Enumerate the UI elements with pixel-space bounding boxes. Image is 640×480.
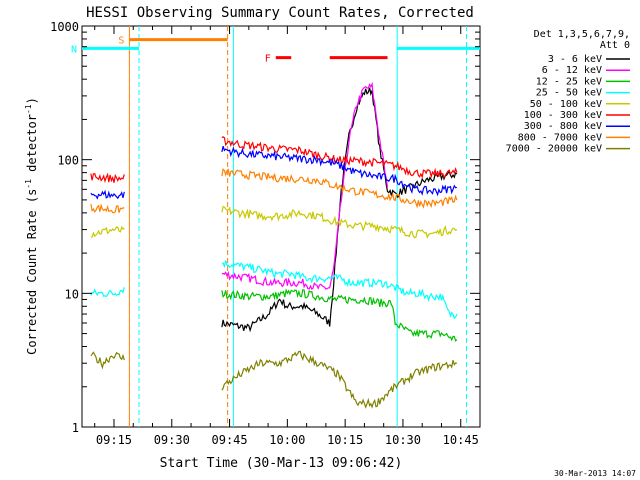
- series-line-1: [221, 81, 389, 291]
- legend-entry-0: 3 - 6 keV: [548, 54, 602, 65]
- series-line-7: [90, 168, 458, 214]
- flag-label-3: F: [265, 54, 271, 65]
- y-tick-label-3: 1000: [50, 20, 79, 34]
- y-label-mid: detector: [25, 114, 39, 179]
- series-line-2: [221, 288, 458, 342]
- series-line-5: [90, 136, 458, 184]
- plot-frame: [81, 25, 481, 428]
- flag-vertical-lines: [128, 26, 468, 427]
- legend-entry-3: 25 - 50 keV: [536, 88, 602, 99]
- flag-label-1: N: [71, 44, 77, 55]
- legend-entry-8: 7000 - 20000 keV: [506, 144, 602, 155]
- legend-header-0: Det 1,3,5,6,7,9,: [534, 29, 630, 40]
- legend-entry-5: 100 - 300 keV: [524, 110, 602, 121]
- y-label-main: Corrected Count Rate (s: [25, 189, 39, 355]
- flag-bars: S N F: [71, 36, 480, 65]
- y-label-sup2: -1: [24, 104, 33, 114]
- x-tick-label-6: 10:45: [443, 433, 479, 447]
- chart-title: HESSI Observing Summary Count Rates, Cor…: [86, 5, 474, 21]
- timestamp: 30-Mar-2013 14:07: [554, 469, 636, 478]
- x-tick-label-1: 09:30: [154, 433, 190, 447]
- legend-header-1: Att 0: [600, 40, 630, 51]
- x-tick-label-0: 09:15: [96, 433, 132, 447]
- y-tick-label-0: 1: [72, 421, 79, 435]
- flag-label-0: S: [118, 36, 124, 47]
- series-line-3: [90, 260, 458, 320]
- y-axis-label: Corrected Count Rate (s-1 detector-1): [24, 97, 39, 355]
- y-tick-label-2: 100: [57, 154, 79, 168]
- x-tick-label-5: 10:30: [385, 433, 421, 447]
- legend-entry-2: 12 - 25 keV: [536, 76, 602, 87]
- legend-entry-7: 800 - 7000 keV: [518, 132, 602, 143]
- x-tick-label-2: 09:45: [212, 433, 248, 447]
- y-label-sup1: -1: [24, 179, 33, 189]
- series-line-6: [90, 145, 458, 200]
- series-line-8: [90, 350, 457, 409]
- plot-area: S N F: [71, 25, 481, 428]
- y-label-end: ): [25, 97, 39, 104]
- legend-entry-4: 50 - 100 keV: [530, 99, 602, 110]
- x-tick-label-4: 10:15: [327, 433, 363, 447]
- y-axis: 1 10 100 1000: [50, 20, 480, 435]
- x-axis-label: Start Time (30-Mar-13 09:06:42): [160, 456, 403, 471]
- series-line-4: [90, 205, 458, 239]
- x-tick-label-3: 10:00: [269, 433, 305, 447]
- series-lines: [90, 81, 458, 409]
- legend-entry-1: 6 - 12 keV: [542, 65, 602, 76]
- x-axis: 09:15 09:30 09:45 10:00 10:15 10:30 10:45: [94, 26, 481, 447]
- y-tick-label-1: 10: [65, 287, 79, 301]
- legend-entry-6: 300 - 800 keV: [524, 121, 602, 132]
